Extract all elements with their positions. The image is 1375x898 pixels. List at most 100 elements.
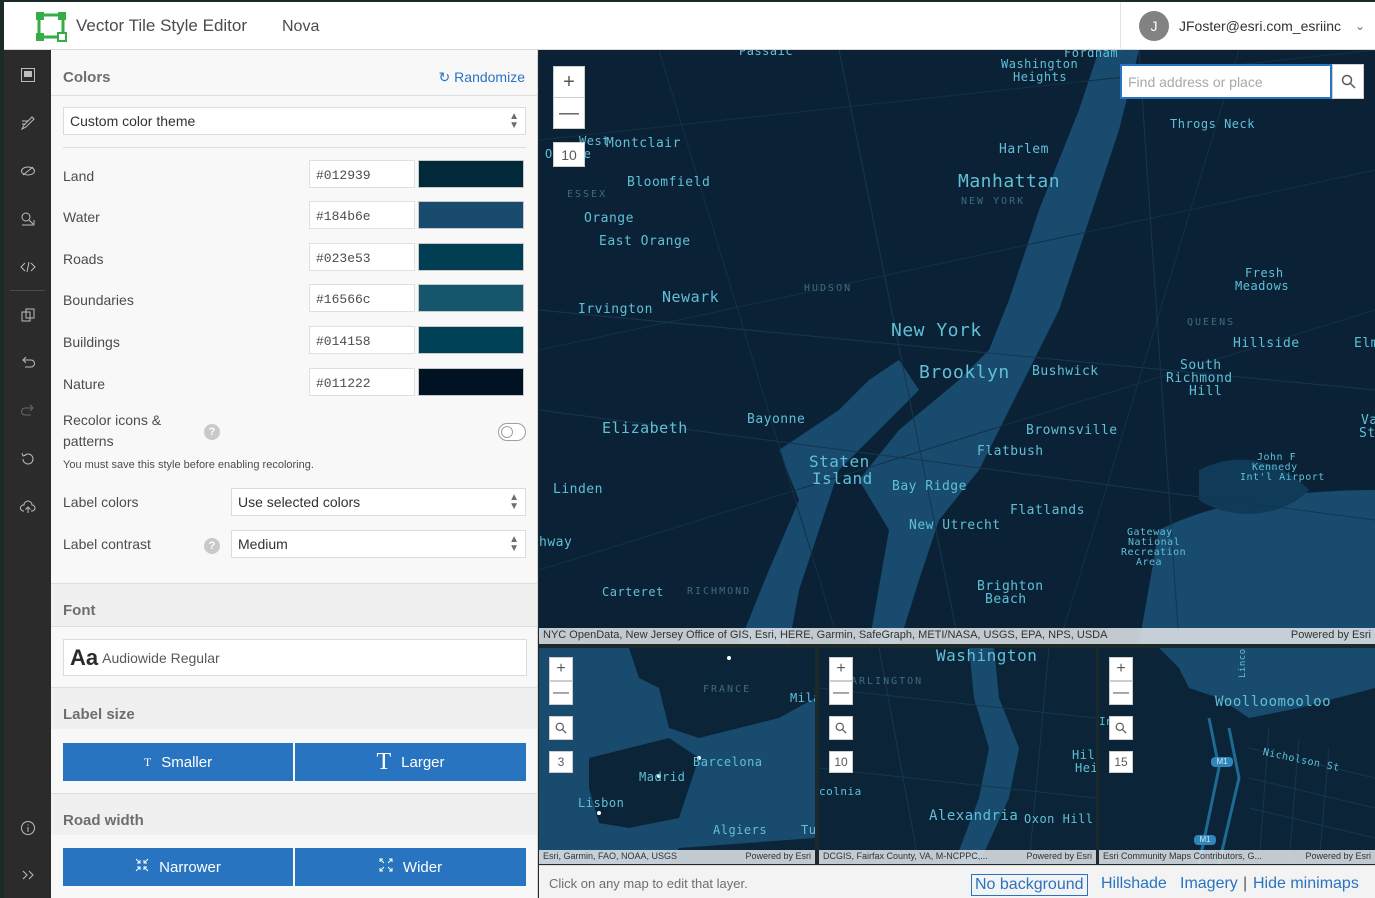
zoom-out-button[interactable]: —: [549, 681, 573, 705]
minimap-sydney[interactable]: Linco Woolloomooloo In Nicholson St M1 M…: [1099, 648, 1375, 864]
map-footer: Click on any map to edit that layer. No …: [539, 865, 1375, 898]
imagery-link[interactable]: Imagery: [1180, 875, 1238, 892]
label-contrast-select[interactable]: Medium ▲ ▼: [231, 530, 526, 558]
map-label: Irvington: [578, 302, 653, 317]
color-swatch[interactable]: [418, 243, 524, 271]
map-label: Mila: [790, 691, 815, 705]
redo-icon[interactable]: [4, 396, 51, 426]
map-label: Washington: [1001, 57, 1079, 71]
label-size-section-header: [51, 687, 537, 729]
map-label: ARLINGTON: [851, 676, 924, 687]
label-colors-label: Label colors: [63, 494, 139, 510]
smaller-button[interactable]: T Smaller: [63, 743, 293, 781]
app-title: Vector Tile Style Editor: [76, 16, 248, 35]
color-swatch[interactable]: [418, 368, 524, 396]
map-label: New York: [891, 320, 982, 341]
color-hex-input[interactable]: #012939: [309, 160, 415, 188]
map-label: Island: [812, 469, 873, 488]
color-swatch[interactable]: [418, 326, 524, 354]
search-button[interactable]: [1332, 64, 1364, 99]
color-hex-input[interactable]: #023e53: [309, 243, 415, 271]
wider-button[interactable]: Wider: [295, 848, 526, 886]
no-background-link[interactable]: No background: [971, 874, 1088, 896]
search-button[interactable]: [549, 716, 573, 740]
map-label: Madrid: [639, 770, 686, 784]
color-hex-input[interactable]: #011222: [309, 368, 415, 396]
zoom-out-button[interactable]: —: [1109, 681, 1133, 705]
map-attribution: Esri, Garmin, FAO, NOAA, USGS Powered by …: [539, 850, 815, 864]
color-hex-input[interactable]: #014158: [309, 326, 415, 354]
zoom-out-button[interactable]: —: [829, 681, 853, 705]
help-icon[interactable]: ?: [204, 424, 220, 440]
narrower-button[interactable]: Narrower: [63, 848, 293, 886]
map-label: Linden: [553, 482, 603, 497]
quick-edit-icon[interactable]: [4, 156, 51, 186]
map-label: John F: [1257, 452, 1297, 463]
label-colors-select[interactable]: Use selected colors ▲ ▼: [231, 488, 526, 516]
color-row-label: Nature: [63, 376, 106, 392]
road-width-title: Road width: [63, 812, 144, 829]
map-label: Orange: [584, 211, 634, 226]
map-label: Throgs Neck: [1170, 117, 1255, 131]
map-label: Harlem: [999, 142, 1049, 157]
randomize-link[interactable]: ↻ Randomize: [438, 69, 525, 85]
style-name[interactable]: Nova: [282, 18, 320, 35]
color-theme-select[interactable]: Custom color theme ▲ ▼: [63, 107, 526, 135]
reset-icon[interactable]: [4, 444, 51, 474]
larger-button[interactable]: T Larger: [295, 743, 526, 781]
divider: [63, 147, 526, 148]
recolor-toggle[interactable]: [498, 423, 526, 441]
map-label: Flatlands: [1010, 503, 1085, 518]
label-contrast-label: Label contrast: [63, 536, 151, 552]
minimap-canvas: [539, 648, 815, 864]
map-edit-icon[interactable]: [4, 204, 51, 234]
zoom-out-button[interactable]: —: [553, 97, 585, 129]
color-hex-input[interactable]: #184b6e: [309, 201, 415, 229]
map-label: East Orange: [599, 234, 691, 249]
color-swatch[interactable]: [418, 160, 524, 188]
zoom-in-button[interactable]: +: [1109, 657, 1133, 681]
hillshade-link[interactable]: Hillshade: [1101, 875, 1167, 892]
font-select[interactable]: Aa Audiowide Regular: [63, 639, 527, 676]
map-label: Stre: [1359, 426, 1375, 441]
collapse-icon: [135, 858, 149, 876]
map-label: Gateway: [1127, 527, 1173, 538]
help-icon[interactable]: ?: [204, 538, 220, 554]
copy-icon[interactable]: [4, 300, 51, 330]
base-colors-icon[interactable]: [4, 60, 51, 90]
undo-icon[interactable]: [4, 348, 51, 378]
map-label: Manhattan: [958, 171, 1061, 192]
map-label: Kennedy: [1252, 462, 1298, 473]
map-label: Brownsville: [1026, 423, 1118, 438]
info-icon[interactable]: [4, 813, 51, 843]
font-section-header: [51, 583, 537, 627]
hide-minimaps-link[interactable]: Hide minimaps: [1253, 875, 1359, 892]
user-menu[interactable]: J JFoster@esri.com_esriinc ⌄: [1120, 2, 1375, 50]
expand-icon[interactable]: [4, 860, 51, 890]
zoom-level: 10: [553, 142, 585, 167]
color-swatch[interactable]: [418, 201, 524, 229]
minimap-washington[interactable]: Washington ARLINGTON Hill Hei colnia Ale…: [819, 648, 1096, 864]
edit-layers-icon[interactable]: [4, 108, 51, 138]
color-hex-input[interactable]: #16566c: [309, 284, 415, 312]
map-label: Bushwick: [1032, 364, 1099, 379]
search-button[interactable]: [829, 716, 853, 740]
search-input[interactable]: Find address or place: [1120, 64, 1332, 99]
map-label: Passaic: [739, 50, 794, 58]
code-icon[interactable]: [4, 252, 51, 282]
text-small-icon: T: [143, 754, 152, 769]
map-label: Richmond: [1166, 371, 1233, 386]
toolbar-divider: [10, 290, 45, 291]
color-swatch[interactable]: [418, 284, 524, 312]
zoom-in-button[interactable]: +: [549, 657, 573, 681]
text-large-icon: T: [376, 748, 392, 775]
search-button[interactable]: [1109, 716, 1133, 740]
main-map[interactable]: Passaic Fordham Washington Heights West …: [539, 50, 1375, 644]
map-label: NEW YORK: [961, 196, 1026, 207]
zoom-in-button[interactable]: +: [553, 66, 585, 98]
map-label: Staten: [809, 452, 870, 471]
minimap-europe[interactable]: FRANCE Mila Barcelona Madrid Lisbon Algi…: [539, 648, 815, 864]
map-label: Brooklyn: [919, 362, 1010, 383]
zoom-in-button[interactable]: +: [829, 657, 853, 681]
upload-icon[interactable]: [4, 492, 51, 522]
